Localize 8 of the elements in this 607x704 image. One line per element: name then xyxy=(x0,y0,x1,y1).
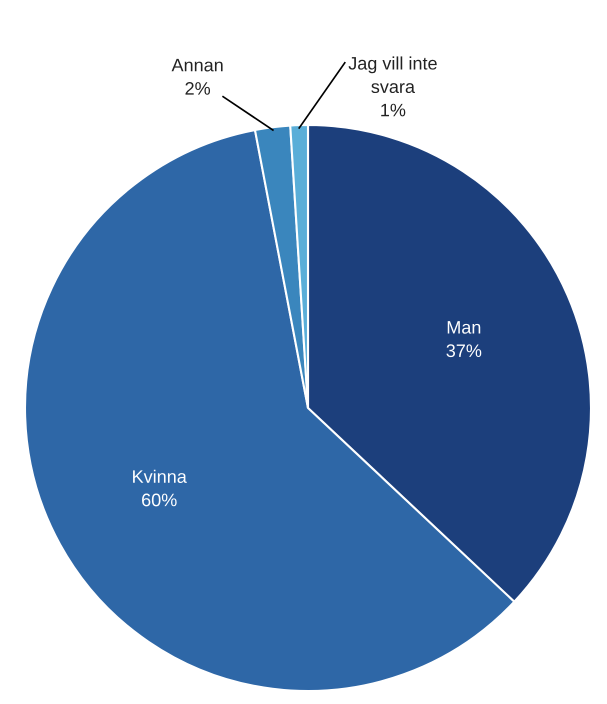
data-label: 60% xyxy=(142,494,177,506)
slice-label: Jag vill inte svara xyxy=(348,56,437,94)
slice-label: Kvinna xyxy=(133,470,187,483)
data-label: 2% xyxy=(185,82,210,95)
data-label: 1% xyxy=(381,104,406,116)
data-label: 37% xyxy=(446,344,482,358)
slice-label: Man xyxy=(448,321,480,334)
slice-label: Annan xyxy=(172,58,223,72)
